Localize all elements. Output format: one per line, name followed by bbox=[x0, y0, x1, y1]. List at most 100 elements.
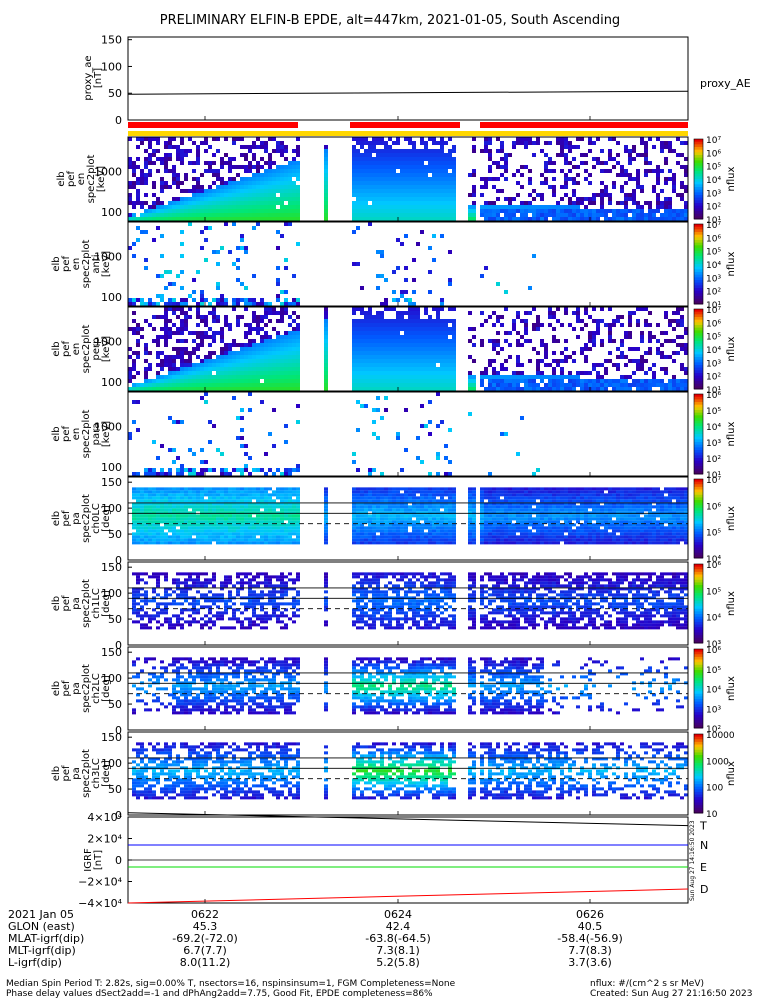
energy-colorbar-4-segment bbox=[694, 423, 703, 427]
energy-colorbar-3-segment bbox=[694, 333, 703, 337]
pitch-colorbar-4-segment bbox=[694, 762, 703, 767]
xaxis-row-value-1-0: 45.3 bbox=[193, 920, 218, 933]
pitch-tick-100: 100 bbox=[101, 502, 122, 515]
igrf-tick: 2×10⁴ bbox=[87, 833, 122, 846]
energy-ylabel-1-line-2: en bbox=[76, 173, 87, 186]
energy-colorbar-4-segment bbox=[694, 394, 703, 398]
pitch-colorbar-3-segment bbox=[694, 667, 703, 671]
energy-colorbar-1-segment bbox=[694, 216, 703, 220]
energy-colorbar-3-tick: 10⁷ bbox=[706, 306, 721, 316]
energy-colorbar-3-label: nflux bbox=[726, 336, 737, 361]
energy-colorbar-2-segment bbox=[694, 242, 703, 246]
xaxis-row-value-2-2: -58.4(-56.9) bbox=[557, 932, 623, 945]
pitch-tick-150: 150 bbox=[101, 646, 122, 659]
xaxis-row-value-0-0: 0622 bbox=[191, 908, 219, 921]
energy-ylabel-1-line-1: pef bbox=[66, 171, 77, 188]
pitch-colorbar-3-segment bbox=[694, 725, 703, 729]
energy-colorbar-2-label-wrap: nflux bbox=[726, 251, 737, 276]
energy-colorbar-2-segment bbox=[694, 258, 703, 262]
energy-colorbar-4-tick: 10² bbox=[706, 455, 721, 465]
pitch-colorbar-4-segment bbox=[694, 760, 703, 764]
energy-colorbar-4-tick: 10¹ bbox=[706, 471, 721, 481]
pitch-colorbar-3-segment bbox=[694, 677, 703, 682]
pitch-colorbar-2-segment bbox=[694, 640, 703, 644]
energy-colorbar-3-segment bbox=[694, 370, 703, 374]
pitch-ylabel-4-line-0: elb bbox=[51, 766, 62, 781]
energy-colorbar-1-label: nflux bbox=[726, 166, 737, 191]
pitch-ylabel-1: elb pef pa spec2plot ch0LC [deg] bbox=[51, 494, 112, 543]
igrf-ylabel: IGRF [nT] bbox=[83, 848, 104, 872]
xaxis-row-label-2: MLAT-igrf(dip) bbox=[8, 932, 84, 945]
footer-right-2: Created: Sun Aug 27 21:16:50 2023 bbox=[590, 989, 753, 999]
pitch-colorbar-1-segment bbox=[694, 529, 703, 533]
pitch-colorbar-2-segment bbox=[694, 629, 703, 633]
xaxis-row-label-1: GLON (east) bbox=[8, 920, 75, 933]
energy-colorbar-3-tick: 10⁵ bbox=[706, 333, 721, 343]
energy-colorbar-4-segment bbox=[694, 436, 703, 440]
pitch-colorbar-1-segment bbox=[694, 539, 703, 543]
energy-panel-frame-3 bbox=[127, 306, 689, 392]
pitch-colorbar-4-segment bbox=[694, 797, 703, 801]
status-bar-yellow bbox=[128, 131, 688, 136]
pitch-colorbar-1-segment bbox=[694, 526, 703, 530]
pitch-colorbar-4-segment bbox=[694, 749, 703, 753]
energy-colorbar-2-label: nflux bbox=[726, 251, 737, 276]
pitch-colorbar-2-segment bbox=[694, 582, 703, 586]
proxy-ae-line bbox=[127, 90, 689, 95]
pitch-colorbar-3-segment bbox=[694, 693, 703, 697]
energy-colorbar-2-segment bbox=[694, 248, 703, 252]
pitch-colorbar-1-segment bbox=[694, 547, 703, 551]
pitch-colorbar-1-segment bbox=[694, 544, 703, 548]
igrf-legend-T: T bbox=[699, 820, 707, 833]
pitch-colorbar-1-segment bbox=[694, 552, 703, 556]
energy-colorbar-3-segment bbox=[694, 327, 703, 331]
pitch-colorbar-2-segment bbox=[694, 600, 703, 604]
pitch-colorbar-4-segment bbox=[694, 736, 703, 740]
pitch-colorbar-4-segment bbox=[694, 752, 703, 756]
pitch-colorbar-2-segment bbox=[694, 571, 703, 576]
pitch-colorbar-2: 10⁶ 10⁵ 10⁴ 10³ nflux bbox=[693, 561, 737, 650]
pitch-colorbar-3-segment bbox=[694, 654, 703, 658]
energy-colorbar-1-segment bbox=[694, 208, 703, 212]
pitch-colorbar-3-label-wrap: nflux bbox=[726, 676, 737, 701]
energy-ylabel-2-line-3: spec2plot bbox=[81, 240, 92, 289]
pitch-colorbar-1-frame bbox=[693, 478, 704, 559]
pitch-colorbar-3-tick: 10⁶ bbox=[706, 646, 721, 656]
energy-colorbar-4-tick: 10³ bbox=[706, 439, 721, 449]
energy-ylabel-2-line-2: en bbox=[71, 258, 82, 271]
xaxis-row-value-4-1: 5.2(5.8) bbox=[376, 956, 420, 969]
energy-colorbar-3-segment bbox=[694, 362, 703, 366]
pitch-ylabel-3: elb pef pa spec2plot ch2LC [deg] bbox=[51, 664, 112, 713]
energy-colorbar-4-segment bbox=[694, 442, 703, 446]
energy-colorbar-3-segment bbox=[694, 322, 703, 326]
energy-colorbar-3-segment bbox=[694, 381, 703, 385]
energy-colorbar-2-segment bbox=[694, 226, 703, 230]
energy-ylabel-3-line-4: perp bbox=[91, 338, 102, 361]
energy-colorbar-1-tick: 10⁷ bbox=[706, 136, 721, 146]
pitch-colorbar-2-segment bbox=[694, 590, 703, 594]
pitch-colorbar-4-segment bbox=[694, 810, 703, 814]
pitch-colorbar-4-segment bbox=[694, 744, 703, 748]
energy-tick-1000: 1000 bbox=[94, 165, 122, 178]
pitch-colorbar-1-segment bbox=[694, 534, 703, 538]
energy-ylabel-1-line-0: elb bbox=[56, 171, 67, 186]
pitch-ylabel-2-line-4: ch1LC bbox=[91, 588, 102, 619]
pitch-colorbar-2-segment bbox=[694, 619, 703, 623]
xaxis-row-value-3-0: 6.7(7.7) bbox=[183, 944, 227, 957]
xaxis-row-value-2-1: -63.8(-64.5) bbox=[365, 932, 431, 945]
pitch-colorbar-4-segment bbox=[694, 765, 703, 769]
pitch-colorbar-2-segment bbox=[694, 608, 703, 612]
energy-colorbar-1-segment bbox=[694, 168, 703, 172]
energy-colorbar-2-segment bbox=[694, 250, 703, 254]
footer-left-1: Median Spin Period T: 2.82s, sig=0.00% T… bbox=[6, 979, 456, 989]
energy-ylabel-3-line-2: en bbox=[71, 343, 82, 356]
energy-colorbar-4-label-wrap: nflux bbox=[726, 421, 737, 446]
pitch-colorbar-1-segment bbox=[694, 521, 703, 525]
energy-colorbar-3-segment bbox=[694, 351, 703, 355]
pitch-colorbar-3-tick: 10² bbox=[706, 725, 721, 735]
pitch-colorbar-2-segment bbox=[694, 592, 703, 597]
energy-colorbar-3-tick: 10³ bbox=[706, 359, 721, 369]
energy-colorbar-2-segment bbox=[694, 237, 703, 241]
status-bar-red-2 bbox=[350, 122, 460, 128]
energy-colorbar-4-segment bbox=[694, 455, 703, 459]
